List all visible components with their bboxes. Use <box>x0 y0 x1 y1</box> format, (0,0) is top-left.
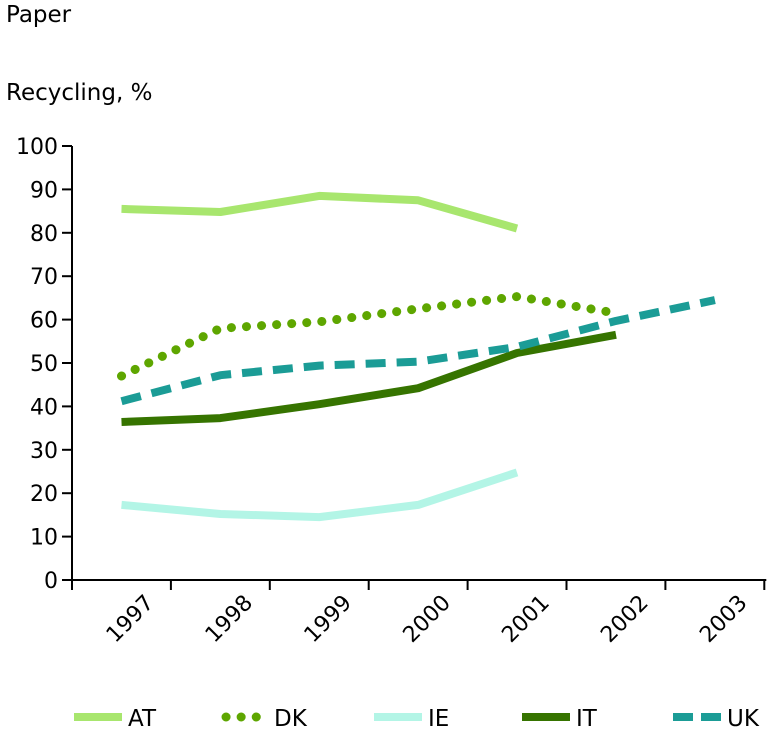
legend-label-dk: DK <box>274 706 308 732</box>
legend-label-uk: UK <box>727 706 760 732</box>
legend-label-ie: IE <box>428 706 449 732</box>
chart-title: Paper <box>6 2 72 28</box>
y-axis-label: Recycling, % <box>6 80 153 106</box>
x-tick-label: 1997 <box>102 591 159 648</box>
y-tick-label: 10 <box>30 526 58 551</box>
series-line-dk <box>117 292 621 381</box>
series-line-at <box>121 191 519 233</box>
x-tick-label: 2001 <box>497 591 554 648</box>
y-tick-label: 70 <box>30 265 58 290</box>
series-line-it <box>121 330 617 426</box>
y-tick-label: 40 <box>30 395 58 420</box>
x-tick-label: 2003 <box>695 591 752 648</box>
y-tick-label: 80 <box>30 222 58 247</box>
y-tick-label: 0 <box>44 569 58 594</box>
x-tick-label: 2000 <box>399 591 456 648</box>
legend: AT DK IE IT UK <box>74 706 760 732</box>
series-lines <box>117 191 716 522</box>
series-line-uk <box>120 296 716 406</box>
legend-label-at: AT <box>128 706 157 732</box>
y-tick-label: 100 <box>16 135 58 160</box>
y-tick-label: 20 <box>30 482 58 507</box>
x-tick-label: 1998 <box>201 591 258 648</box>
x-tick-label: 2002 <box>596 591 653 648</box>
legend-label-it: IT <box>576 706 598 732</box>
x-tick-label: 1999 <box>300 591 357 648</box>
y-tick-label: 30 <box>30 439 58 464</box>
y-tick-label: 60 <box>30 309 58 334</box>
y-tick-label: 90 <box>30 178 58 203</box>
series-line-ie <box>121 468 519 522</box>
y-tick-label: 50 <box>30 352 58 377</box>
